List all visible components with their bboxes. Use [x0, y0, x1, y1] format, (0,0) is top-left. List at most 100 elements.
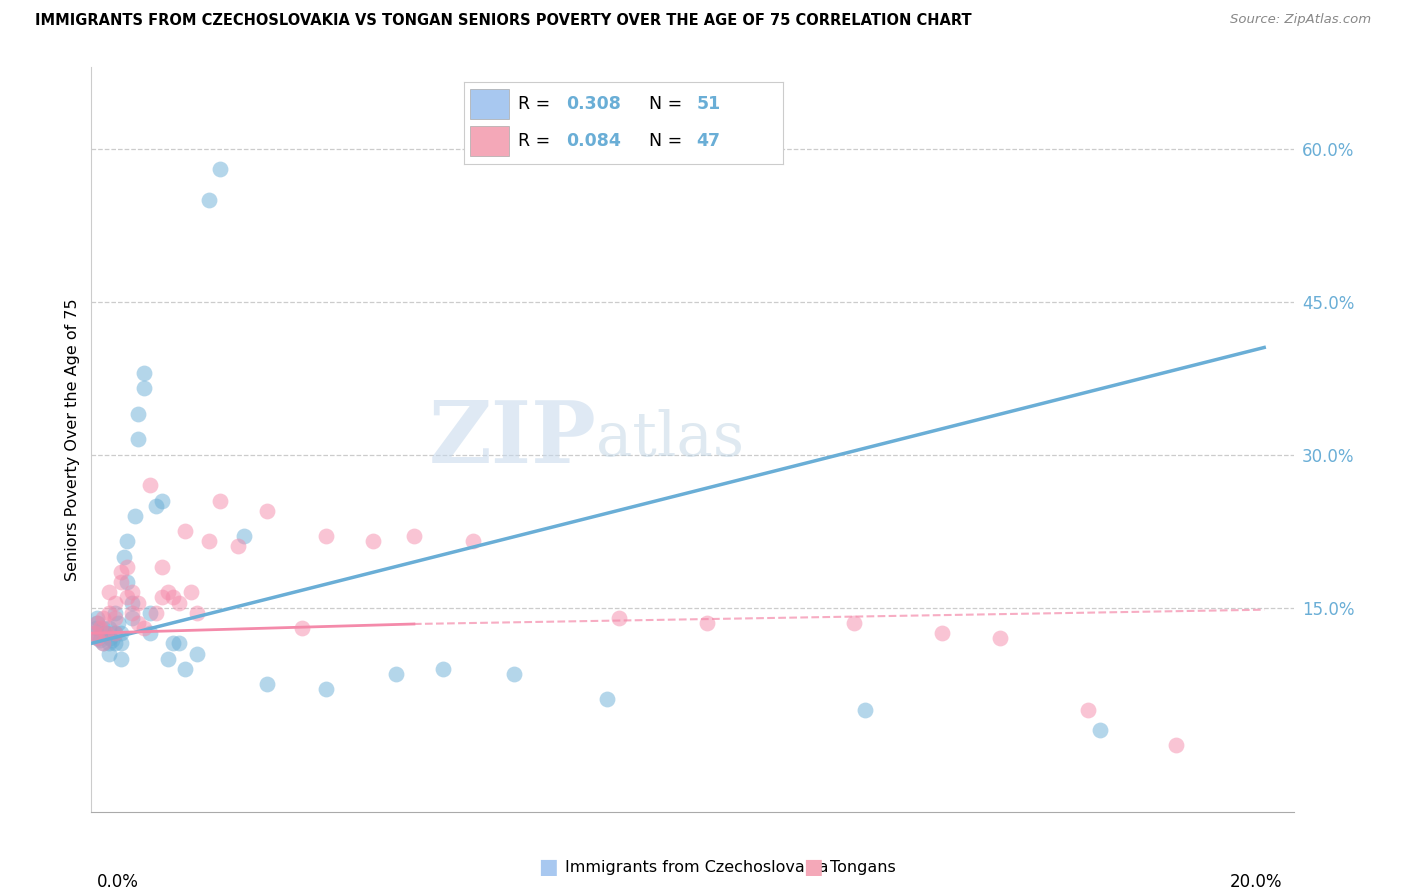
Text: ■: ■ [538, 857, 558, 877]
Point [402, 529, 425, 543]
Point [115, 534, 138, 549]
Text: N =: N = [648, 132, 688, 150]
Point [502, 667, 524, 681]
Point [115, 591, 138, 605]
Point [291, 621, 314, 635]
Point [104, 626, 127, 640]
Point [127, 615, 149, 630]
Point [432, 662, 454, 676]
FancyBboxPatch shape [471, 89, 509, 119]
Point [988, 632, 1011, 646]
Point [110, 575, 132, 590]
Point [226, 540, 249, 554]
Point [256, 677, 278, 691]
Point [139, 626, 162, 640]
Point [98, 621, 121, 635]
Point [1166, 739, 1188, 753]
Point [98, 632, 121, 646]
Point [156, 585, 179, 599]
Point [89, 633, 111, 648]
Point [145, 499, 167, 513]
Point [315, 529, 337, 543]
Point [855, 703, 877, 717]
Point [94, 626, 117, 640]
Point [197, 534, 219, 549]
Point [931, 626, 953, 640]
Point [98, 585, 121, 599]
Point [150, 559, 173, 574]
Point [461, 534, 484, 549]
Point [139, 606, 162, 620]
Point [145, 606, 167, 620]
Text: 47: 47 [696, 132, 721, 150]
Point [232, 529, 254, 543]
Point [127, 596, 149, 610]
Text: IMMIGRANTS FROM CZECHOSLOVAKIA VS TONGAN SENIORS POVERTY OVER THE AGE OF 75 CORR: IMMIGRANTS FROM CZECHOSLOVAKIA VS TONGAN… [35, 13, 972, 29]
Point [104, 626, 127, 640]
Text: 51: 51 [696, 95, 721, 113]
Text: R =: R = [519, 95, 555, 113]
Point [94, 626, 117, 640]
Text: Tongans: Tongans [830, 860, 896, 874]
Point [596, 692, 619, 706]
Point [169, 596, 191, 610]
Point [361, 534, 384, 549]
Point [186, 647, 208, 661]
Point [110, 565, 132, 579]
Point [86, 611, 108, 625]
Point [209, 161, 232, 176]
Point [150, 591, 173, 605]
Point [121, 606, 143, 620]
Point [115, 559, 138, 574]
FancyBboxPatch shape [471, 126, 509, 155]
Point [112, 549, 135, 564]
Point [607, 611, 630, 625]
Point [104, 636, 127, 650]
Point [1088, 723, 1111, 737]
Point [110, 626, 132, 640]
Point [110, 651, 132, 665]
Point [115, 575, 138, 590]
Text: 0.084: 0.084 [567, 132, 621, 150]
Point [104, 611, 127, 625]
Point [180, 585, 202, 599]
Point [107, 615, 129, 630]
Point [315, 682, 337, 697]
Point [84, 621, 107, 635]
Point [134, 621, 156, 635]
Point [162, 591, 184, 605]
Point [186, 606, 208, 620]
Text: ■: ■ [803, 857, 823, 877]
Point [98, 647, 121, 661]
Text: R =: R = [519, 132, 555, 150]
Point [110, 636, 132, 650]
Point [209, 493, 232, 508]
Point [134, 381, 156, 395]
Point [256, 504, 278, 518]
Text: 0.0%: 0.0% [97, 873, 139, 891]
Point [127, 433, 149, 447]
Text: ZIP: ZIP [429, 397, 596, 482]
Y-axis label: Seniors Poverty Over the Age of 75: Seniors Poverty Over the Age of 75 [65, 298, 80, 581]
Point [197, 193, 219, 207]
Point [385, 667, 408, 681]
Point [127, 407, 149, 421]
Point [87, 632, 110, 646]
Point [169, 636, 191, 650]
Point [91, 611, 114, 625]
Point [83, 626, 105, 640]
Point [156, 651, 179, 665]
Text: atlas: atlas [596, 409, 744, 469]
Point [696, 615, 718, 630]
Point [162, 636, 184, 650]
Point [86, 615, 108, 630]
Text: Immigrants from Czechoslovakia: Immigrants from Czechoslovakia [565, 860, 828, 874]
Point [842, 615, 865, 630]
Point [124, 508, 146, 523]
Point [98, 606, 121, 620]
Point [86, 615, 108, 630]
Point [89, 621, 111, 635]
Point [134, 366, 156, 380]
Point [86, 632, 108, 646]
Point [104, 606, 127, 620]
